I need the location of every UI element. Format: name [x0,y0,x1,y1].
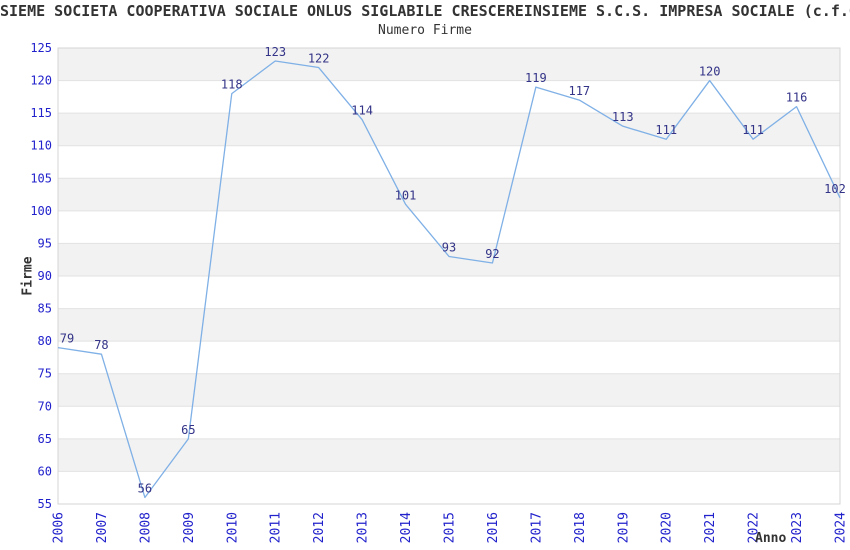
data-point-label: 122 [308,52,330,66]
data-point-label: 113 [612,110,634,124]
data-point-label: 92 [485,247,499,261]
plot-band [58,243,840,276]
x-tick-label: 2016 [486,512,501,543]
x-tick-label: 2012 [312,512,327,543]
x-tick-label: 2021 [703,512,718,543]
y-tick-label: 80 [38,334,52,348]
y-tick-label: 60 [38,464,52,478]
data-point-label: 111 [655,123,677,137]
data-point-label: 116 [786,91,808,105]
x-tick-label: 2011 [269,512,284,543]
plot-band [58,178,840,211]
chart-title: SIEME SOCIETA COOPERATIVA SOCIALE ONLUS … [0,2,850,20]
data-point-label: 120 [699,65,721,79]
x-axis-title: Anno [755,531,787,546]
y-tick-label: 125 [30,41,52,55]
x-tick-label: 2019 [616,512,631,543]
x-tick-label: 2010 [225,512,240,543]
data-point-label: 117 [568,84,590,98]
data-point-label: 114 [351,104,373,118]
y-axis-title: Firme [20,256,36,296]
x-tick-label: 2017 [529,512,544,543]
data-point-label: 93 [442,240,456,254]
data-point-label: 123 [264,45,286,59]
data-point-label: 119 [525,71,547,85]
y-tick-label: 100 [30,204,52,218]
plot-band [58,373,840,407]
plot-band [58,438,840,472]
y-tick-label: 75 [38,367,52,381]
plot-band [58,308,840,342]
data-point-label: 78 [94,338,108,352]
y-tick-label: 90 [38,269,52,283]
data-point-label: 56 [138,481,152,495]
plot-border [57,47,841,505]
y-tick-label: 115 [30,106,52,120]
chart-subtitle: Numero Firme [378,23,472,38]
data-point-label: 118 [221,78,243,92]
y-tick-label: 95 [38,236,52,250]
data-point-label: 101 [395,188,417,202]
x-tick-label: 2018 [573,512,588,543]
data-point-label: 111 [742,123,764,137]
y-tick-label: 105 [30,171,52,185]
x-tick-label: 2008 [138,512,153,543]
x-tick-label: 2013 [356,512,371,543]
x-tick-label: 2020 [660,512,675,543]
data-point-label: 102 [824,182,846,196]
data-point-label: 65 [181,423,195,437]
x-tick-label: 2006 [52,512,67,543]
y-tick-label: 55 [38,497,52,511]
y-tick-label: 70 [38,399,52,413]
x-tick-label: 2009 [182,512,197,543]
series-line [57,60,841,499]
y-tick-label: 85 [38,302,52,316]
x-tick-label: 2007 [95,512,110,543]
x-tick-label: 2024 [834,512,849,543]
y-tick-label: 110 [30,139,52,153]
plot-band [58,113,840,146]
x-tick-label: 2015 [443,512,458,543]
data-point-label: 79 [60,332,74,346]
y-tick-label: 65 [38,432,52,446]
y-tick-label: 120 [30,74,52,88]
x-tick-label: 2014 [399,512,414,543]
x-tick-label: 2022 [747,512,762,543]
x-tick-label: 2023 [790,512,805,543]
plot-band [58,48,840,81]
